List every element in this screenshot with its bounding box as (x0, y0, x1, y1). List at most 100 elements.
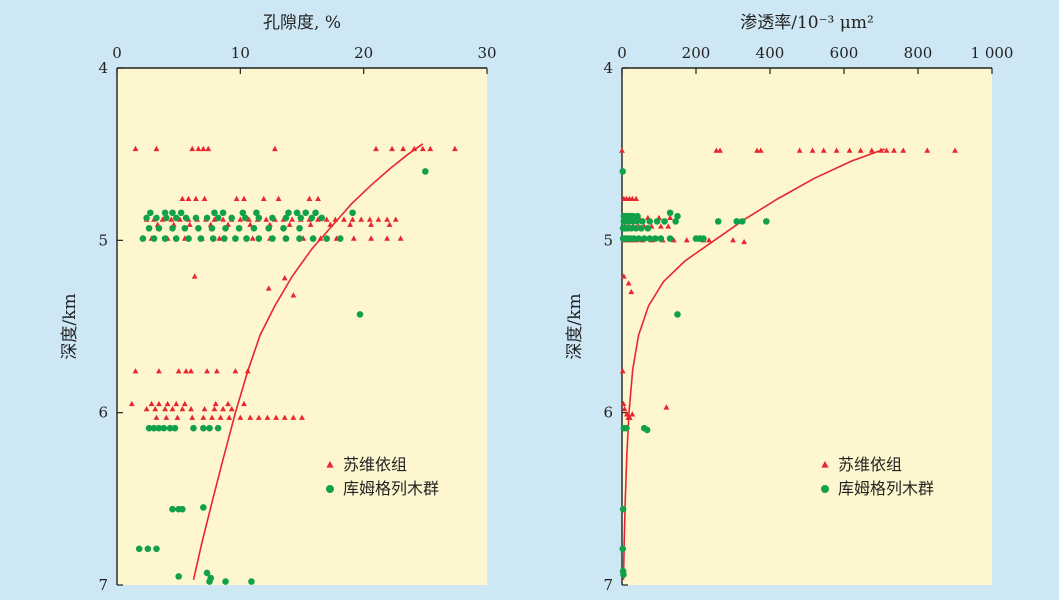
data-point-triangle (212, 400, 219, 407)
y-axis-title: 深度/km (565, 293, 585, 359)
data-point-triangle (306, 195, 313, 202)
data-point-triangle (188, 368, 194, 374)
data-point-triangle (273, 414, 279, 420)
legend-label: 苏维依组 (343, 455, 407, 474)
data-point-triangle (349, 216, 356, 222)
data-point-triangle (260, 195, 267, 202)
data-point-triangle (384, 235, 390, 241)
data-point-circle (222, 224, 229, 232)
data-point-circle (153, 214, 160, 222)
data-point-circle (171, 424, 179, 432)
data-point-triangle (275, 195, 282, 202)
data-point-circle (763, 218, 770, 225)
data-point-triangle (168, 216, 175, 222)
data-point-triangle (201, 406, 208, 412)
data-point-circle (243, 235, 250, 242)
data-point-triangle (663, 404, 670, 410)
data-point-triangle (175, 368, 182, 374)
legend-label: 苏维依组 (838, 455, 902, 474)
data-point-triangle (220, 406, 226, 412)
data-point-triangle (628, 288, 635, 295)
data-point-triangle (156, 368, 162, 374)
data-point-circle (214, 424, 222, 432)
data-point-circle (139, 235, 147, 242)
fit-curve (192, 143, 424, 580)
legend-label: 库姆格列木群 (838, 479, 934, 498)
data-point-circle (172, 235, 180, 242)
x-tick-label: 600 (830, 44, 859, 62)
data-point-circle (241, 214, 249, 222)
data-point-triangle (400, 145, 407, 152)
data-point-circle (652, 235, 659, 242)
x-tick-label: 400 (756, 44, 785, 62)
data-point-triangle (629, 195, 636, 202)
data-point-triangle (153, 414, 160, 420)
data-point-triangle (332, 216, 339, 222)
data-point-circle (150, 424, 158, 432)
data-point-circle (336, 235, 344, 242)
data-point-circle (312, 209, 319, 217)
data-point-circle (637, 224, 645, 232)
data-point-triangle (169, 406, 176, 412)
y-tick-label: 6 (98, 404, 108, 422)
data-point-circle (190, 424, 197, 432)
data-point-circle (206, 424, 213, 432)
data-point-triangle (633, 195, 639, 202)
data-point-circle (197, 235, 205, 242)
data-point-triangle (289, 216, 296, 222)
data-point-triangle (317, 235, 324, 241)
data-point-circle (356, 311, 364, 318)
y-tick-label: 7 (603, 576, 613, 594)
data-point-circle (666, 209, 674, 217)
x-tick-label: 1 000 (971, 44, 1014, 62)
data-point-circle (221, 235, 228, 242)
x-tick-label: 20 (354, 44, 373, 62)
data-point-triangle (620, 273, 627, 279)
data-point-triangle (164, 400, 171, 407)
data-point-triangle (629, 411, 636, 417)
data-point-circle (318, 214, 326, 222)
data-point-triangle (900, 147, 907, 153)
data-point-circle (738, 218, 746, 225)
data-point-circle (144, 545, 152, 553)
data-point-circle (619, 168, 627, 175)
legend-marker-circle (326, 485, 334, 493)
data-point-triangle (209, 414, 215, 420)
data-point-triangle (162, 406, 168, 412)
y-tick-label: 7 (98, 576, 108, 594)
data-point-triangle (189, 145, 196, 152)
data-point-triangle (730, 237, 736, 243)
data-point-triangle (132, 145, 139, 152)
data-point-triangle (315, 195, 321, 202)
data-point-triangle (419, 145, 426, 152)
y-tick-label: 4 (98, 59, 108, 77)
data-point-triangle (244, 368, 251, 374)
data-point-triangle (143, 406, 150, 412)
data-point-triangle (186, 221, 193, 227)
data-point-circle (620, 571, 627, 578)
data-point-triangle (820, 147, 827, 153)
data-point-circle (161, 235, 169, 242)
data-point-circle (634, 212, 641, 220)
data-point-circle (714, 218, 722, 225)
data-point-triangle (185, 195, 192, 202)
data-point-triangle (625, 280, 632, 286)
data-point-circle (653, 218, 661, 225)
data-point-triangle (200, 145, 207, 152)
data-point-triangle (891, 147, 897, 153)
data-point-circle (643, 426, 651, 434)
data-point-circle (195, 224, 202, 232)
data-point-circle (200, 504, 207, 511)
data-point-circle (145, 224, 153, 232)
data-point-triangle (174, 414, 181, 420)
data-point-triangle (271, 145, 278, 152)
data-point-circle (214, 214, 222, 222)
data-point-triangle (683, 237, 690, 243)
data-point-triangle (201, 195, 208, 202)
data-point-triangle (347, 221, 353, 227)
data-point-triangle (255, 414, 262, 420)
data-point-triangle (247, 221, 254, 227)
data-point-circle (623, 424, 630, 432)
data-point-triangle (128, 400, 135, 407)
